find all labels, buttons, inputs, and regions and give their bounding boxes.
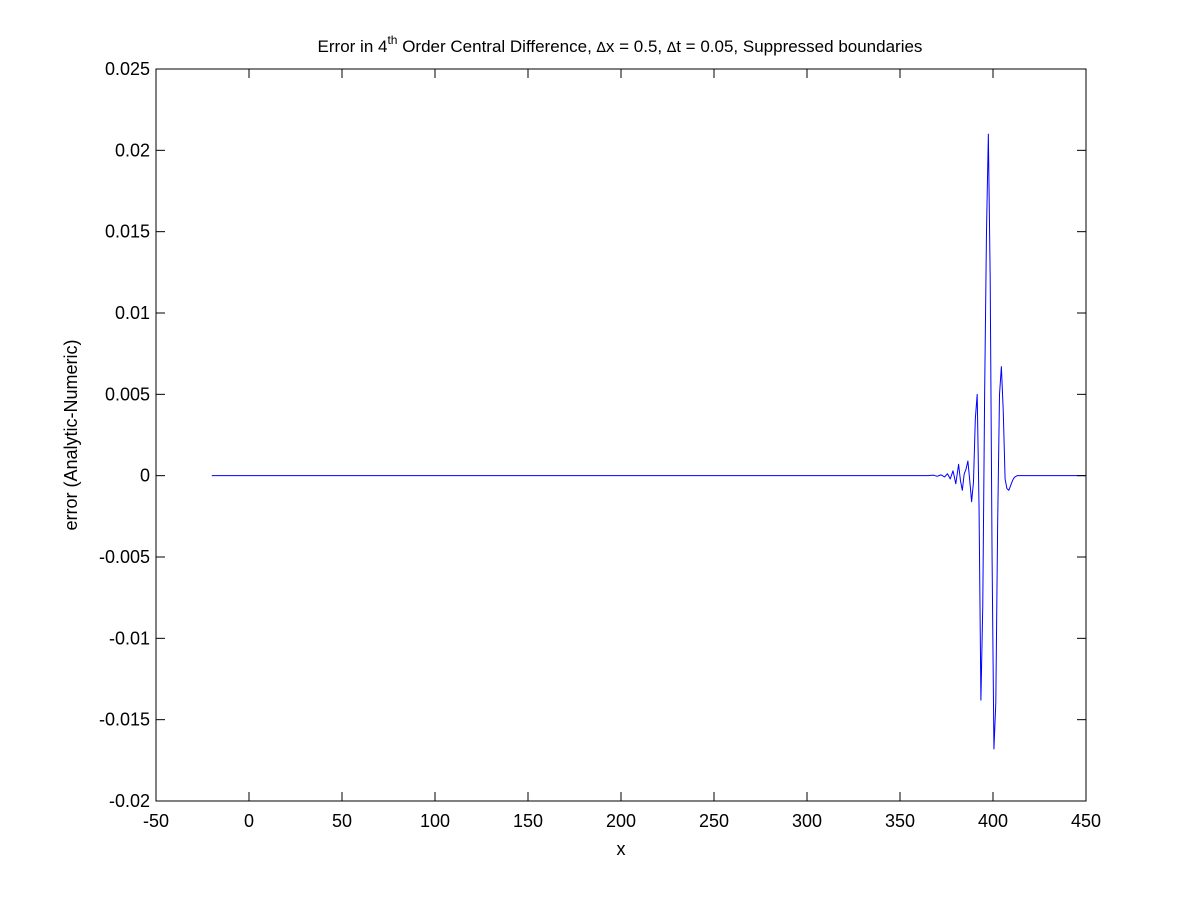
x-tick-label: 400	[978, 811, 1008, 831]
x-tick-label: 100	[420, 811, 450, 831]
y-tick-label: 0.025	[105, 59, 150, 79]
x-tick-label: 50	[332, 811, 352, 831]
chart-title-dx-text: x = 0.5,	[606, 37, 667, 56]
delta-x-symbol: ∆	[596, 40, 607, 56]
x-tick-label: 0	[244, 811, 254, 831]
chart-title-middle: Order Central Difference,	[397, 37, 596, 56]
y-tick-label: 0	[140, 466, 150, 486]
x-axis-ticks: -50 0 50 100 150 200 250 300 350 400 450	[143, 69, 1101, 831]
y-tick-label: 0.015	[105, 222, 150, 242]
x-tick-label: 300	[792, 811, 822, 831]
chart-title-superscript: th	[387, 33, 397, 47]
chart-title: Error in 4th Order Central Difference, ∆…	[318, 33, 923, 56]
y-axis-ticks: -0.02 -0.015 -0.01 -0.005 0 0.005 0.01 0.015 0.0…	[99, 59, 1086, 811]
y-tick-label: -0.005	[99, 547, 150, 567]
delta-t-symbol: ∆	[666, 40, 677, 56]
series-line-error	[211, 133, 1086, 750]
x-tick-label: 250	[699, 811, 729, 831]
y-tick-label: -0.01	[109, 628, 150, 648]
x-tick-label: 450	[1071, 811, 1101, 831]
chart-title-prefix: Error in 4	[318, 37, 388, 56]
y-axis-label: error (Analytic-Numeric)	[61, 339, 81, 530]
x-tick-label: 200	[606, 811, 636, 831]
plot-area: -50 0 50 100 150 200 250 300 350 400 450 -0.02-0.0…	[99, 59, 1101, 831]
y-tick-label: 0.02	[115, 140, 150, 160]
x-tick-label: -50	[143, 811, 169, 831]
y-tick-label: 0.01	[115, 303, 150, 323]
chart-title-dt-text: t = 0.05, Suppressed boundaries	[676, 37, 922, 56]
x-tick-label: 350	[885, 811, 915, 831]
y-tick-label: -0.015	[99, 710, 150, 730]
x-tick-label: 150	[513, 811, 543, 831]
y-tick-label: -0.02	[109, 791, 150, 811]
y-tick-label: 0.005	[105, 384, 150, 404]
x-axis-label: x	[617, 839, 626, 859]
